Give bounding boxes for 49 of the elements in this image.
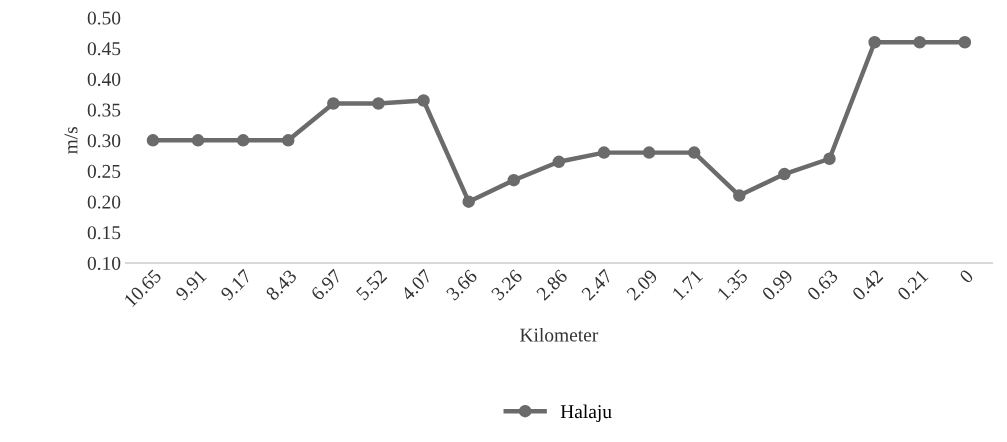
y-tick-label: 0.30 — [87, 134, 121, 148]
point — [958, 35, 972, 49]
x-tick-label: 2.86 — [535, 268, 569, 302]
point — [733, 189, 746, 202]
x-tick-label: 9.91 — [174, 269, 207, 302]
point — [327, 97, 340, 110]
point — [778, 167, 791, 181]
y-tick-label: 0.25 — [87, 164, 121, 179]
y-tick-label: 0.35 — [87, 103, 121, 117]
point — [687, 146, 701, 159]
x-tick-label: 5.52 — [355, 269, 388, 301]
point — [191, 134, 205, 147]
x-tick-label: 3.66 — [445, 268, 478, 301]
point — [552, 155, 566, 169]
point — [913, 35, 926, 49]
x-tick-label: 0.63 — [806, 268, 839, 302]
y-tick-label: 0.50 — [87, 11, 121, 25]
x-tick-label: 2.09 — [626, 268, 659, 302]
x-tick-label: 0.21 — [896, 269, 929, 302]
y-tick-label: 0.45 — [87, 42, 121, 56]
point — [642, 146, 656, 159]
point — [372, 97, 385, 110]
point — [236, 134, 250, 147]
x-tick-label: 6.97 — [310, 268, 343, 302]
point — [868, 35, 881, 49]
x-axis-title: Kilometer — [520, 327, 599, 342]
point — [597, 146, 611, 159]
legend-label: Halaju — [560, 404, 612, 423]
x-tick-label: 9.17 — [219, 268, 253, 302]
point — [462, 195, 475, 208]
y-tick-label: 0.40 — [87, 72, 121, 87]
y-axis-title: m/s — [64, 126, 78, 154]
x-tick-label: 2.47 — [580, 268, 614, 302]
x-tick-label: 4.07 — [400, 268, 433, 302]
x-tick-label: 3.26 — [490, 268, 524, 301]
x-tick-label: 1.71 — [671, 269, 704, 301]
point — [417, 94, 430, 107]
x-tick-label: 0 — [958, 268, 974, 284]
point — [507, 173, 521, 187]
y-tick-label: 0.10 — [87, 256, 121, 271]
x-tick-label: 1.35 — [716, 268, 749, 301]
point — [823, 152, 836, 165]
y-tick-label: 0.20 — [87, 195, 121, 209]
point — [282, 134, 295, 147]
y-tick-label: 0.15 — [87, 226, 121, 240]
x-tick-label: 0.42 — [851, 269, 884, 302]
point — [146, 134, 160, 147]
x-tick-label: 8.43 — [265, 268, 298, 302]
x-tick-label: 0.99 — [761, 268, 794, 302]
